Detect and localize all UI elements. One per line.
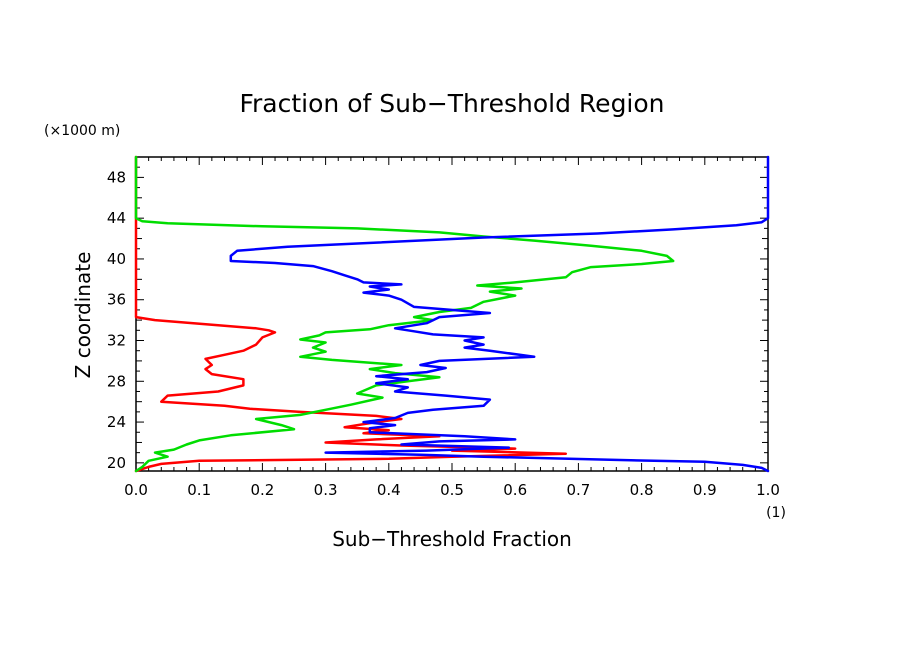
- x-tick-label: 0.6: [503, 481, 527, 499]
- y-tick-label: 36: [107, 291, 126, 309]
- chart-title: Fraction of Sub−Threshold Region: [239, 89, 664, 118]
- x-tick-label: 0.8: [630, 481, 654, 499]
- y-tick-label: 20: [107, 454, 126, 472]
- x-tick-label: 0.4: [377, 481, 401, 499]
- y-tick-label: 40: [107, 250, 126, 268]
- y-axis-label: Z coordinate: [71, 252, 95, 379]
- x-tick-label: 0.2: [250, 481, 274, 499]
- x-tick-label: 0.5: [440, 481, 464, 499]
- plot-frame: [135, 156, 769, 472]
- y-tick-label: 44: [107, 209, 126, 227]
- x-tick-label: 0.3: [314, 481, 338, 499]
- x-tick-label: 1.0: [756, 481, 780, 499]
- plot-area: 0.0 0.1 0.2 0.3 0.4 0.5 0.6 0.7 0.8 0.9 1.0 20 24 28 3…: [107, 155, 780, 499]
- x-tick-label: 0.7: [566, 481, 590, 499]
- y-tick-label: 24: [107, 413, 126, 431]
- x-tick-label: 0.1: [187, 481, 211, 499]
- x-axis-label: Sub−Threshold Fraction: [332, 527, 572, 551]
- x-tick-label: 0.0: [124, 481, 148, 499]
- y-tick-label: 32: [107, 332, 126, 350]
- series-line-2: [134, 155, 675, 473]
- x-axis-unit: (1): [766, 505, 786, 521]
- x-tick-label: 0.9: [693, 481, 717, 499]
- y-axis-unit: (×1000 m): [44, 123, 120, 139]
- series-line-1: [134, 155, 568, 473]
- series-line-3: [229, 155, 770, 473]
- y-tick-label: 48: [107, 168, 126, 186]
- y-tick-label: 28: [107, 372, 126, 390]
